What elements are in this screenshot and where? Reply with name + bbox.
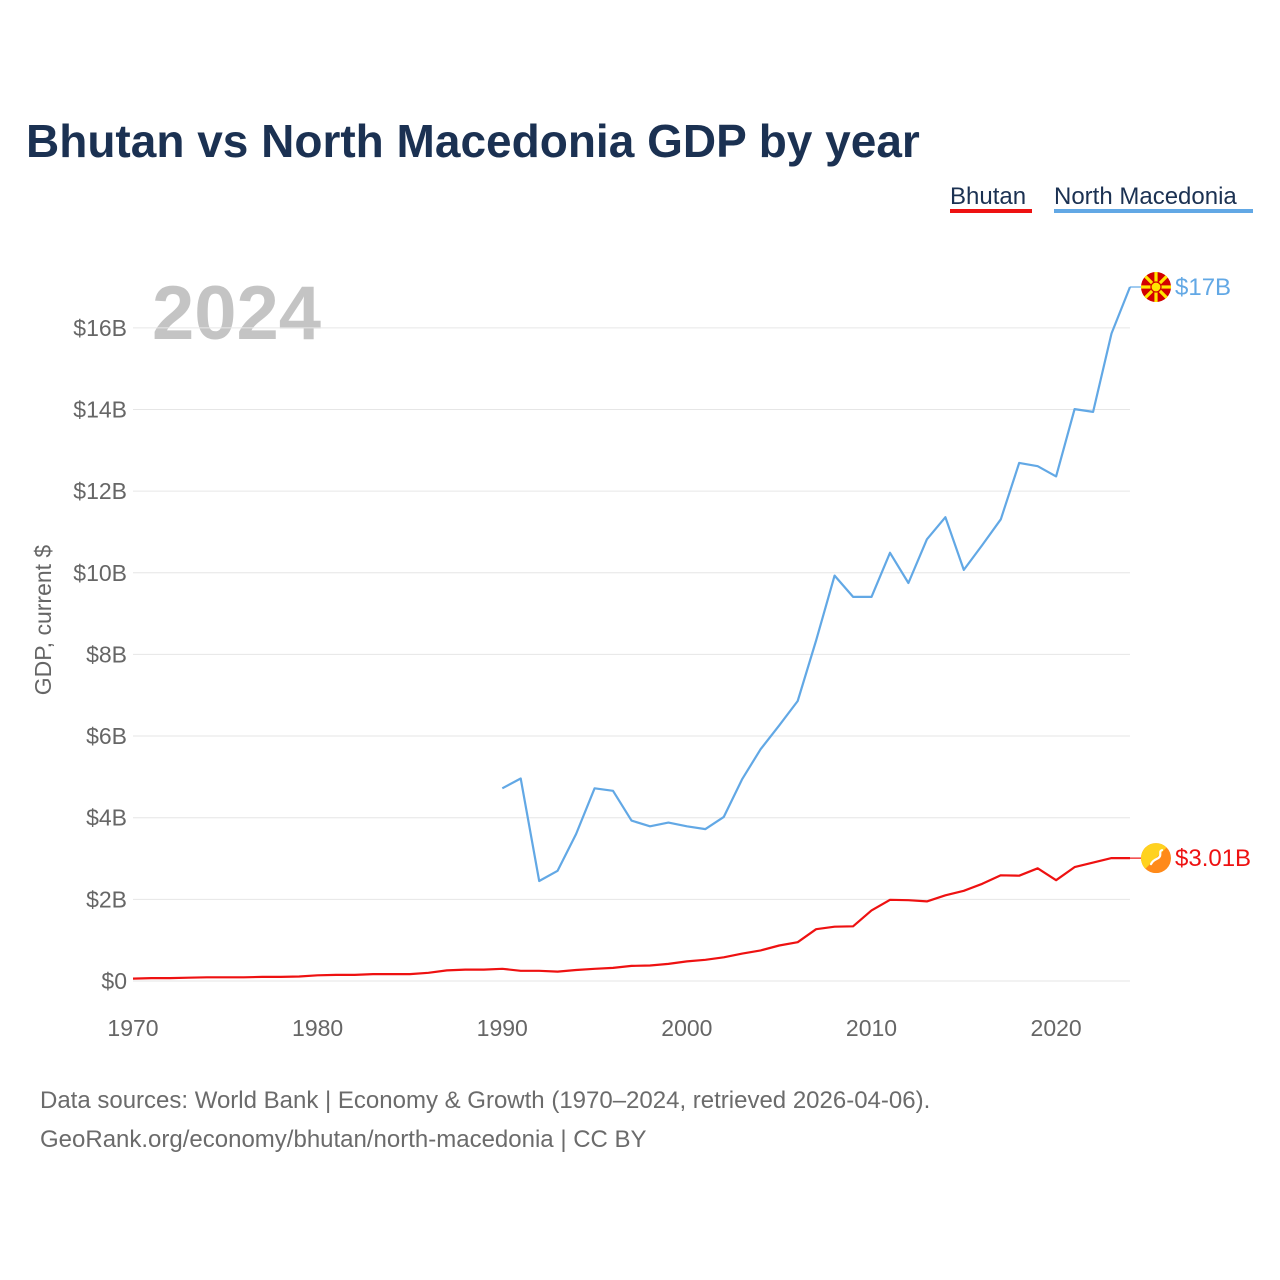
legend-swatch-north-macedonia — [1054, 209, 1253, 213]
legend: Bhutan North Macedonia — [950, 183, 1253, 213]
y-axis-ticks: $0 $2B $4B $6B $8B $10B $12B $14B $16B — [73, 315, 127, 994]
legend-label-bhutan[interactable]: Bhutan — [950, 183, 1026, 210]
bhutan-flag-icon — [1141, 843, 1171, 874]
x-tick-label: 1980 — [292, 1015, 343, 1041]
series-lines — [132, 286, 1132, 980]
series-line-bhutan — [132, 856, 1130, 980]
x-tick-label: 2000 — [661, 1015, 712, 1041]
y-axis-label: GDP, current $ — [30, 545, 56, 696]
bhutan-end-label: $3.01B — [1175, 845, 1251, 872]
x-tick-label: 2020 — [1031, 1015, 1082, 1041]
y-tick-label: $12B — [73, 478, 127, 504]
credit-line[interactable]: GeoRank.org/economy/bhutan/north-macedon… — [40, 1126, 647, 1153]
chart-title: Bhutan vs North Macedonia GDP by year — [26, 115, 920, 167]
legend-swatch-bhutan — [950, 209, 1032, 213]
y-tick-label: $16B — [73, 315, 127, 341]
x-tick-label: 1970 — [107, 1015, 158, 1041]
y-tick-label: $4B — [86, 805, 127, 831]
x-axis-ticks: 1970 1980 1990 2000 2010 2020 — [107, 1015, 1081, 1041]
y-tick-label: $2B — [86, 886, 127, 912]
gridlines — [133, 327, 1130, 982]
north-macedonia-flag-icon — [1141, 272, 1171, 302]
year-watermark: 2024 — [152, 271, 321, 356]
y-tick-label: $8B — [86, 641, 127, 667]
north-macedonia-end-label: $17B — [1175, 274, 1231, 301]
series-end-markers: $17B $3.01B — [1130, 272, 1251, 874]
x-tick-label: 1990 — [477, 1015, 528, 1041]
x-tick-label: 2010 — [846, 1015, 897, 1041]
series-line-north-macedonia — [501, 286, 1132, 883]
y-tick-label: $14B — [73, 396, 127, 422]
y-tick-label: $6B — [86, 723, 127, 749]
legend-label-north-macedonia[interactable]: North Macedonia — [1054, 183, 1237, 210]
y-tick-label: $10B — [73, 560, 127, 586]
source-line: Data sources: World Bank | Economy & Gro… — [40, 1087, 930, 1114]
y-tick-label: $0 — [101, 968, 127, 994]
